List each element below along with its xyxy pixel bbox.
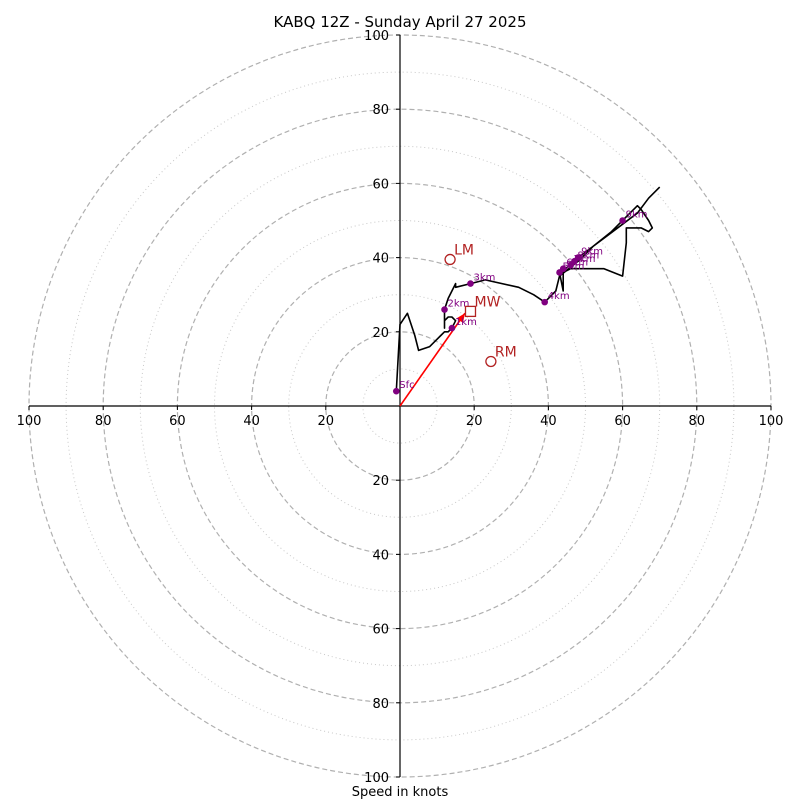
x-tick-label: 80 [95, 414, 112, 429]
y-tick-label: 100 [364, 29, 389, 44]
y-tick-label: 60 [372, 177, 389, 192]
height-marker-label: 1km [455, 317, 477, 328]
y-tick-label: 100 [364, 771, 389, 786]
storm-motion-marker [444, 253, 456, 266]
height-marker-label: Sfc [399, 380, 414, 391]
height-marker-label: 5km [563, 261, 585, 272]
height-marker-dot [392, 387, 400, 395]
height-marker-dot [441, 306, 448, 313]
height-marker-label: 9km [626, 210, 648, 221]
height-marker-dot [559, 265, 567, 273]
y-tick-label: 20 [372, 326, 389, 341]
x-tick-label: 100 [17, 414, 42, 429]
y-tick-label: 40 [372, 548, 389, 563]
y-tick-label: 60 [372, 623, 389, 638]
height-marker-dot [574, 254, 582, 261]
height-marker-dot [619, 217, 626, 224]
height-marker-label: 6km [566, 258, 588, 269]
x-tick-label: 60 [169, 414, 186, 429]
y-tick-label: 20 [372, 474, 389, 489]
x-tick-label: 100 [759, 414, 784, 429]
height-marker-label: 4km [548, 291, 570, 302]
x-axis-label: Speed in knots [352, 785, 449, 800]
x-tick-label: 80 [689, 414, 706, 429]
x-tick-label: 20 [466, 414, 483, 429]
mean-wind-arrow-head [456, 313, 465, 323]
height-marker-dot [467, 280, 474, 287]
y-tick-label: 40 [372, 252, 389, 267]
x-tick-label: 60 [614, 414, 631, 429]
height-marker-dot [541, 298, 548, 306]
storm-motion-marker [485, 355, 497, 368]
x-tick-label: 40 [540, 414, 557, 429]
y-tick-label: 80 [372, 103, 389, 118]
height-marker-label: 7km [574, 254, 596, 265]
storm-motion-label: LM [454, 242, 474, 258]
storm-motion-markers: LM MW RM [444, 242, 517, 368]
tick-labels: 100 80 60 40 20 20 40 60 80 100 100 80 60 40 20 20 40 60 8… [17, 29, 784, 786]
x-tick-label: 40 [243, 414, 260, 429]
height-marker-label: 9km [581, 247, 603, 258]
height-marker-dot [448, 324, 456, 332]
height-marker-label: 2km [448, 299, 470, 310]
storm-motion-marker [464, 305, 477, 318]
y-tick-label: 80 [372, 697, 389, 712]
height-marker-label: 8km [577, 250, 599, 261]
chart-title: KABQ 12Z - Sunday April 27 2025 [274, 13, 527, 31]
wind-trace [395, 186, 661, 392]
storm-motion-label: RM [495, 344, 517, 360]
hodograph-trace-line [395, 186, 661, 392]
x-tick-label: 20 [318, 414, 335, 429]
height-marker-label: 3km [473, 273, 495, 284]
storm-motion-label: MW [474, 294, 500, 310]
